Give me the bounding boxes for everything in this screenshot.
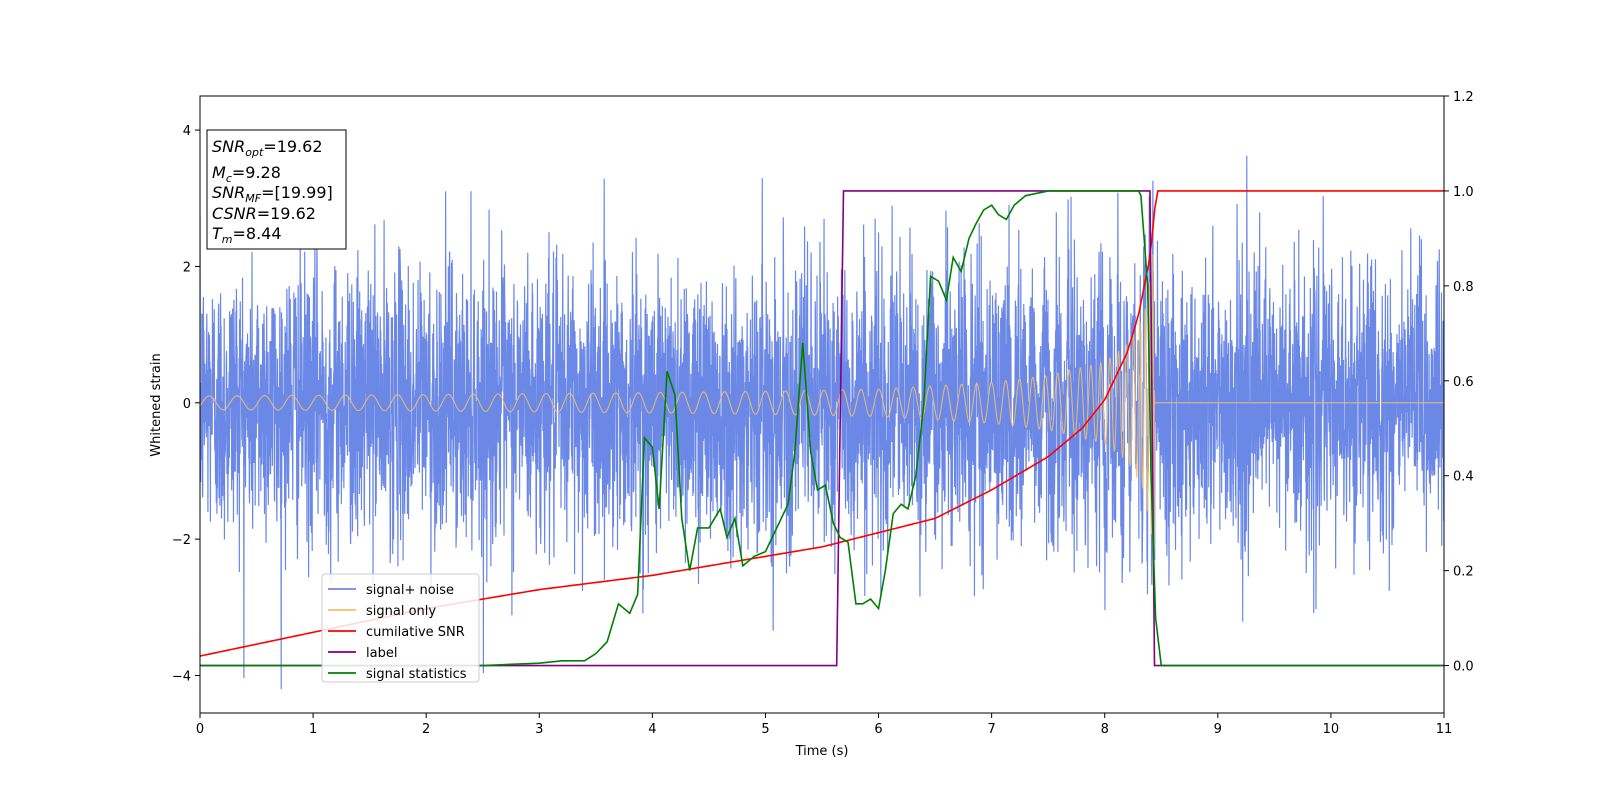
annotation-frame: [206, 129, 347, 250]
x-tick-label: 11: [1436, 722, 1453, 737]
annotation-subscript: c: [226, 172, 232, 185]
y-tick-label: 4: [183, 124, 191, 139]
series-signal-statistics-line: [200, 190, 1444, 667]
y-axis-right: 1.2 1.0 0.8 0.6 0.4 0.2 0.0: [1444, 90, 1474, 675]
legend-entry-label: label: [366, 646, 397, 661]
annotation-value: =19.62: [263, 137, 322, 156]
y2-tick-label: 0.4: [1453, 470, 1474, 485]
x-tick-label: 7: [987, 722, 995, 737]
annotation-line: SNRMF=[19.99]: [212, 183, 333, 205]
annotation-value: =9.28: [232, 163, 281, 182]
legend-entry-label: signal+ noise: [366, 583, 454, 598]
x-tick-label: 10: [1323, 722, 1340, 737]
y-axis-label: Whitened strain: [149, 353, 164, 456]
y2-tick-label: 0.6: [1453, 375, 1474, 390]
annotation-subscript: MF: [245, 192, 261, 205]
annotation-line: Mc=9.28: [212, 163, 281, 185]
series-signal-only-line: [200, 254, 1444, 571]
y-tick-label: 2: [183, 260, 191, 275]
annotation-symbol: SNR: [212, 183, 245, 202]
legend: signal+ noise signal only cumilative SNR la…: [321, 573, 480, 683]
series-signal-plus-noise-line: [200, 155, 1444, 690]
annotation-symbol: SNR: [212, 137, 245, 156]
x-tick-label: 3: [535, 722, 543, 737]
y2-tick-label: 0.0: [1453, 660, 1474, 675]
annotation-line: Tm=8.44: [212, 224, 282, 246]
x-axis-label: Time (s): [795, 744, 849, 759]
legend-entry-label: signal only: [366, 604, 436, 619]
legend-entry-label: signal statistics: [366, 667, 467, 682]
annotation-value: =19.62: [257, 204, 316, 223]
legend-entry-label: cumilative SNR: [366, 625, 465, 640]
legend-frame: [321, 573, 480, 683]
annotation-line: CSNR=19.62: [212, 204, 316, 223]
x-tick-label: 6: [874, 722, 882, 737]
x-axis: 0 1 2 3 4 5 6 7 8 9 10 11: [196, 713, 1452, 737]
x-tick-label: 1: [309, 722, 317, 737]
annotation-line: SNRopt=19.62: [212, 137, 323, 159]
y2-tick-label: 1.0: [1453, 185, 1474, 200]
y-tick-label: −4: [172, 670, 191, 685]
y2-tick-label: 0.2: [1453, 565, 1474, 580]
annotation-subscript: opt: [245, 146, 264, 159]
x-tick-label: 9: [1214, 722, 1222, 737]
annotation-value: =8.44: [233, 224, 282, 243]
y2-tick-label: 1.2: [1453, 90, 1474, 105]
x-tick-label: 5: [761, 722, 769, 737]
stats-annotation-box: SNRopt=19.62Mc=9.28SNRMF=[19.99]CSNR=19.…: [206, 129, 347, 250]
x-tick-label: 8: [1101, 722, 1109, 737]
x-tick-label: 0: [196, 722, 204, 737]
annotation-symbol: M: [212, 163, 226, 182]
y-axis-left: 4 2 0 −2 −4: [172, 124, 200, 685]
annotation-symbol: T: [212, 224, 223, 243]
x-tick-label: 4: [648, 722, 656, 737]
axes-frame: [199, 95, 1445, 714]
y-tick-label: 0: [183, 397, 191, 412]
x-tick-label: 2: [422, 722, 430, 737]
y-tick-label: −2: [172, 533, 191, 548]
annotation-value: =[19.99]: [261, 183, 333, 202]
annotation-subscript: m: [222, 233, 233, 246]
annotation-symbol: CSNR: [212, 204, 257, 223]
y2-tick-label: 0.8: [1453, 280, 1474, 295]
